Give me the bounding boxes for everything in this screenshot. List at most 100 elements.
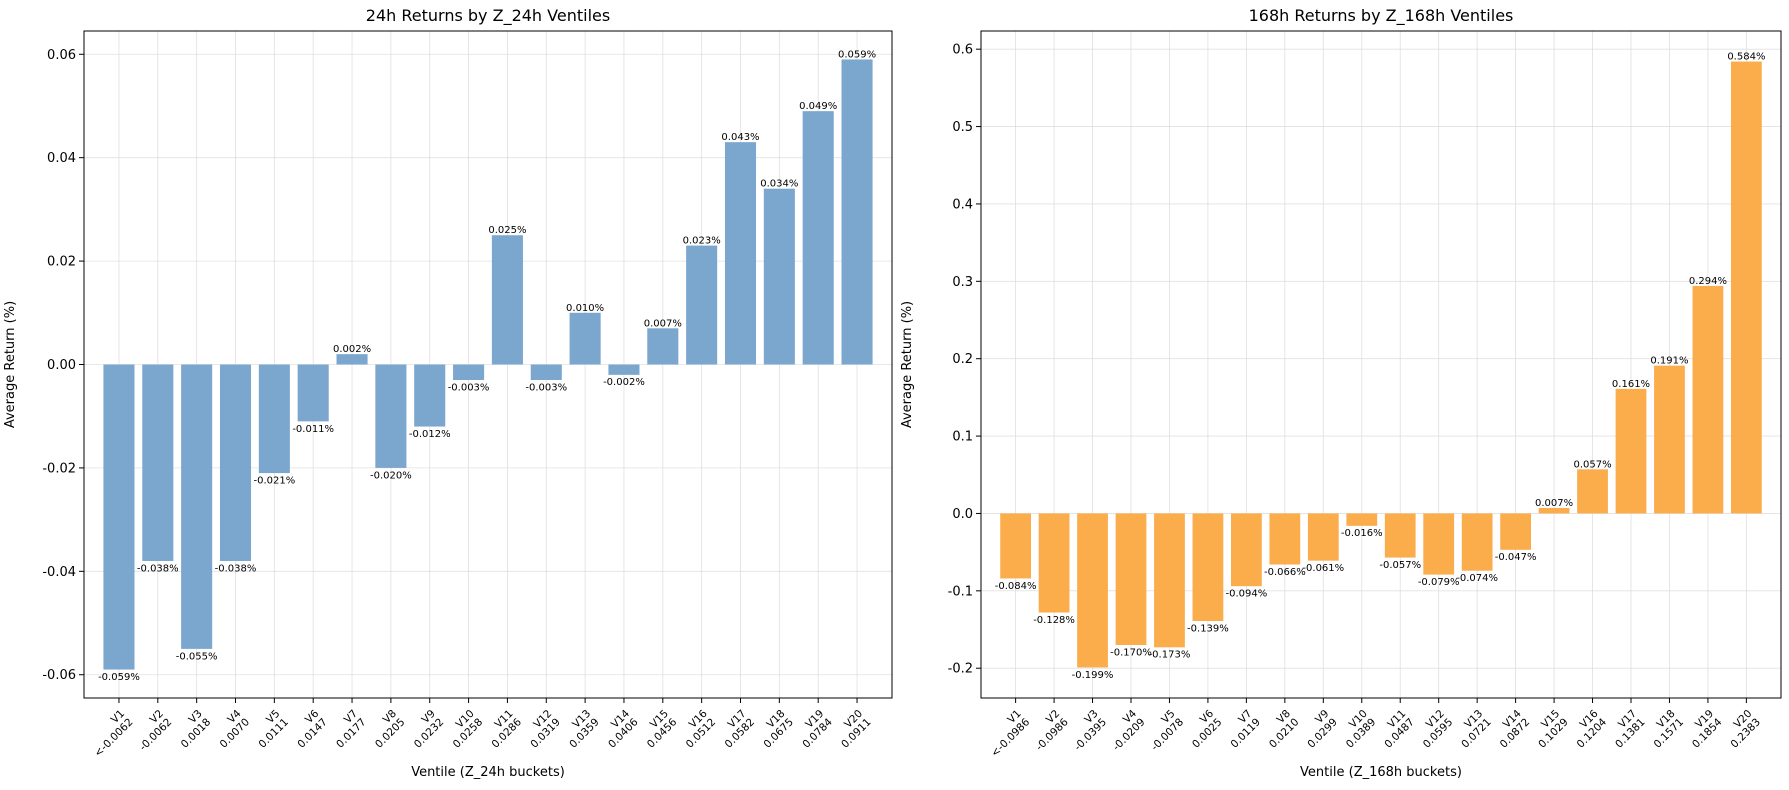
bar-value-label: -0.074% xyxy=(1456,573,1498,584)
y-tick-label: -0.1 xyxy=(948,584,973,599)
bar-value-label: 0.007% xyxy=(1535,498,1573,509)
bar-value-label: 0.059% xyxy=(838,49,876,60)
x-tick-label: V60.0025 xyxy=(1182,707,1225,750)
bar-v4 xyxy=(1115,513,1147,645)
y-tick-label: -0.02 xyxy=(42,461,76,476)
x-axis-ticks: V1<-0.0986 V2-0.0986 V3-0.0395 V4-0.0209 V5-… xyxy=(980,698,1763,759)
bar-v6 xyxy=(297,364,329,422)
bar-v3 xyxy=(1077,513,1108,668)
x-tick-label: V70.0177 xyxy=(326,708,369,751)
bar-v9 xyxy=(1307,513,1339,561)
x-tick-label: V80.0205 xyxy=(365,708,408,751)
bar-value-label: -0.038% xyxy=(137,563,179,574)
x-tick-label: V150.0456 xyxy=(636,707,679,750)
y-tick-label: 0.04 xyxy=(47,151,76,166)
bar-value-labels: -0.084% -0.128% -0.199% -0.170%-0.173% -0.13… xyxy=(995,52,1766,681)
bar-value-label: 0.049% xyxy=(799,101,837,112)
bar-value-labels: -0.059% -0.038% -0.055% -0.038% -0.021% -0.01… xyxy=(98,49,876,683)
bar-v5 xyxy=(1154,513,1185,648)
y-tick-label: -0.04 xyxy=(42,565,76,580)
bar-v11 xyxy=(1384,513,1416,558)
bar-value-label: -0.003% xyxy=(448,382,490,393)
chart-24h-returns: 24h Returns by Z_24h Ventiles Ventile (Z… xyxy=(3,6,893,780)
y-tick-label: 0.02 xyxy=(47,255,76,270)
bar-v2 xyxy=(142,364,174,561)
chart-title: 168h Returns by Z_168h Ventiles xyxy=(1249,6,1514,26)
bar-value-label: -0.003% xyxy=(525,382,567,393)
bar-v2 xyxy=(1038,513,1070,613)
bar-value-label: -0.055% xyxy=(176,651,218,662)
x-tick-label: V30.0018 xyxy=(170,708,213,751)
bar-v19 xyxy=(802,111,834,365)
bar-v12 xyxy=(530,364,562,381)
x-tick-label: V70.0119 xyxy=(1220,708,1263,751)
x-tick-label: V100.0258 xyxy=(442,708,485,751)
bar-v5 xyxy=(258,364,290,474)
x-tick-label: V3-0.0395 xyxy=(1064,708,1110,754)
bar-v20 xyxy=(841,59,873,365)
bar-value-label: -0.002% xyxy=(603,377,645,388)
bar-v8 xyxy=(1269,513,1301,565)
x-tick-label: V2-0.0986 xyxy=(1025,707,1071,753)
bar-v10 xyxy=(1346,513,1378,526)
x-tick-label: V140.0872 xyxy=(1489,707,1532,750)
x-tick-label: V180.1571 xyxy=(1643,708,1686,751)
x-tick-label: V1<-0.0986 xyxy=(980,707,1032,759)
bar-value-label: -0.057% xyxy=(1379,560,1421,571)
bar-value-label: -0.079% xyxy=(1418,577,1460,588)
bar-v13 xyxy=(569,312,601,365)
bar-value-label: -0.128% xyxy=(1033,615,1075,626)
x-tick-label: V90.0299 xyxy=(1297,708,1340,751)
x-tick-label: V180.0675 xyxy=(753,708,796,751)
bar-v7 xyxy=(1231,513,1262,587)
bar-v3 xyxy=(181,364,213,649)
bar-value-label: -0.094% xyxy=(1226,589,1268,600)
bar-v18 xyxy=(763,188,795,365)
x-tick-label: V80.0210 xyxy=(1258,708,1301,751)
bar-v12 xyxy=(1423,513,1455,575)
bar-v1 xyxy=(103,364,135,670)
bar-value-label: -0.012% xyxy=(409,429,451,440)
x-tick-label: V160.1204 xyxy=(1566,707,1609,750)
bar-v17 xyxy=(1615,388,1647,514)
bar-value-label: -0.139% xyxy=(1187,623,1229,634)
x-tick-label: V120.0595 xyxy=(1412,708,1455,751)
bar-value-label: -0.066% xyxy=(1264,567,1306,578)
bar-value-label: -0.199% xyxy=(1072,670,1114,681)
bar-value-label: -0.047% xyxy=(1495,552,1537,563)
x-tick-label: V5-0.0078 xyxy=(1140,708,1186,754)
x-tick-label: V170.1381 xyxy=(1605,708,1648,751)
x-axis-label: Ventile (Z_168h buckets) xyxy=(1300,765,1462,780)
bar-v16 xyxy=(686,245,718,365)
bar-value-label: -0.038% xyxy=(215,563,257,574)
x-tick-label: V60.0147 xyxy=(287,707,330,750)
y-tick-label: 0.4 xyxy=(952,197,973,212)
bar-value-label: 0.191% xyxy=(1650,356,1688,367)
bar-value-label: -0.016% xyxy=(1341,528,1383,539)
bar-v10 xyxy=(453,364,485,381)
bar-v18 xyxy=(1654,365,1685,514)
x-tick-label: V190.0784 xyxy=(792,707,835,750)
bar-v14 xyxy=(1500,513,1531,550)
bar-value-label: 0.023% xyxy=(683,236,721,247)
x-tick-label: V140.0406 xyxy=(598,707,641,750)
bar-v16 xyxy=(1577,469,1608,514)
x-tick-label: V1<-0.0062 xyxy=(84,708,136,760)
x-tick-label: V130.0359 xyxy=(559,708,602,751)
bar-v4 xyxy=(219,364,252,561)
bar-value-label: 0.002% xyxy=(333,344,371,355)
bar-v6 xyxy=(1192,513,1224,622)
bars xyxy=(103,59,873,670)
bar-v1 xyxy=(1000,513,1031,579)
bar-value-label: 0.034% xyxy=(760,179,798,190)
y-tick-label: 0.2 xyxy=(952,352,973,367)
y-axis-label: Average Return (%) xyxy=(3,301,18,428)
x-tick-label: V110.0487 xyxy=(1374,708,1417,751)
x-tick-label: V200.0911 xyxy=(831,708,874,751)
bar-value-label: -0.021% xyxy=(253,475,295,486)
y-tick-label: 0.00 xyxy=(47,358,76,373)
bar-v15 xyxy=(647,328,679,365)
bar-value-label: 0.584% xyxy=(1727,52,1765,63)
x-tick-label: V2-0.0062 xyxy=(129,708,175,754)
